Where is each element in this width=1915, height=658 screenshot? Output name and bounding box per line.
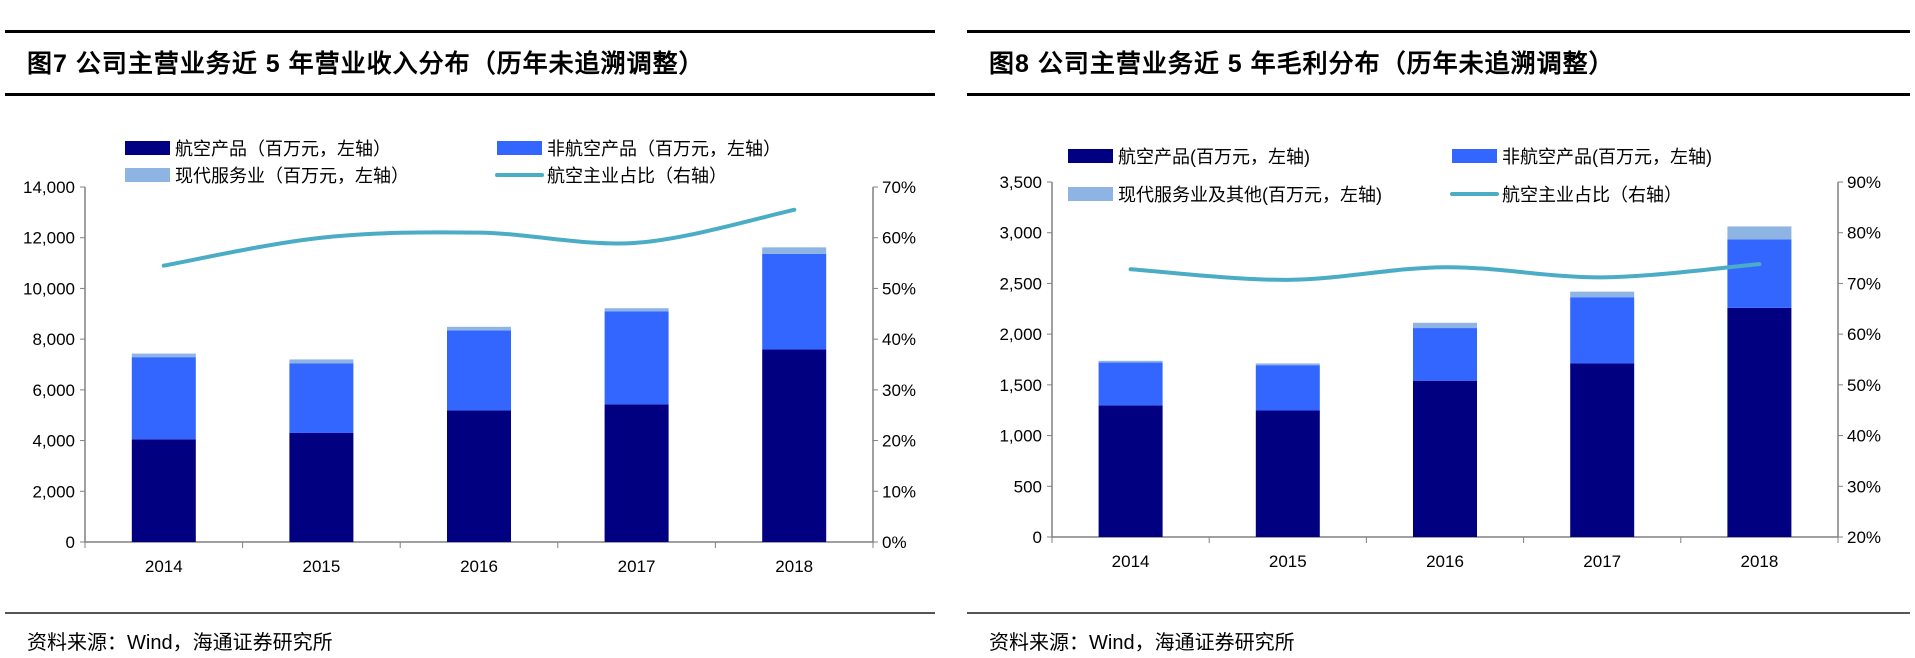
bar-segment: [447, 326, 511, 331]
left-tick-label: 12,000: [23, 229, 75, 248]
x-tick-label: 2017: [618, 557, 656, 576]
source-note: 资料来源：Wind，海通证券研究所: [989, 632, 1295, 654]
right-tick-label: 10%: [882, 482, 916, 501]
source-note: 资料来源：Wind，海通证券研究所: [27, 632, 333, 654]
top-rule: [967, 30, 1910, 33]
bar-segment: [604, 404, 669, 542]
left-tick-label: 2,000: [32, 482, 75, 501]
legend-swatch: [125, 168, 170, 182]
right-tick-label: 60%: [882, 229, 916, 248]
bar-segment: [289, 363, 354, 433]
figure-title: 图7 公司主营业务近 5 年营业收入分布（历年未追溯调整）: [27, 50, 705, 78]
top-rule: [5, 30, 935, 33]
legend-label: 现代服务业（百万元，左轴）: [175, 166, 409, 186]
bar-segment: [289, 432, 354, 542]
bar-segment: [604, 311, 669, 405]
legend-label: 航空主业占比（右轴）: [547, 166, 727, 186]
legend-swatch: [497, 141, 542, 155]
left-tick-label: 14,000: [23, 178, 75, 197]
right-tick-label: 40%: [882, 330, 916, 349]
bar-segment: [762, 253, 827, 350]
x-tick-label: 2015: [302, 557, 340, 576]
right-tick-label: 20%: [882, 432, 916, 451]
bar-segment: [131, 439, 196, 542]
bar-segment: [762, 349, 827, 542]
bar-segment: [131, 357, 196, 440]
bar-segment: [447, 410, 511, 542]
footer-rule: [5, 612, 935, 614]
bar-segment: [289, 359, 354, 364]
right-tick-label: 70%: [882, 178, 916, 197]
left-tick-label: 6,000: [32, 381, 75, 400]
ratio-line: [161, 207, 797, 268]
bar-segment: [604, 308, 669, 312]
legend-label: 非航空产品（百万元，左轴）: [547, 139, 781, 159]
left-tick-label: 4,000: [32, 432, 75, 451]
footer-rule: [967, 612, 1910, 614]
left-tick-label: 10,000: [23, 279, 75, 298]
legend-label: 航空产品（百万元，左轴）: [175, 139, 391, 159]
legend-swatch: [125, 141, 170, 155]
right-tick-label: 0%: [882, 533, 907, 552]
title-rule: [5, 93, 935, 96]
bar-segment: [762, 247, 827, 254]
right-tick-label: 30%: [882, 381, 916, 400]
panel-revenue: 图7 公司主营业务近 5 年营业收入分布（历年未追溯调整） 资料来源：Wind，…: [5, 0, 935, 658]
figure-title: 图8 公司主营业务近 5 年毛利分布（历年未追溯调整）: [989, 50, 1615, 78]
title-rule: [967, 93, 1910, 96]
x-tick-label: 2018: [775, 557, 813, 576]
panel-gross-profit: 图8 公司主营业务近 5 年毛利分布（历年未追溯调整） 资料来源：Wind，海通…: [967, 0, 1910, 658]
x-tick-label: 2014: [145, 557, 183, 576]
bar-segment: [447, 330, 511, 411]
right-tick-label: 50%: [882, 279, 916, 298]
x-tick-label: 2016: [460, 557, 498, 576]
left-tick-label: 8,000: [32, 330, 75, 349]
bar-segment: [131, 353, 196, 358]
left-tick-label: 0: [66, 533, 75, 552]
